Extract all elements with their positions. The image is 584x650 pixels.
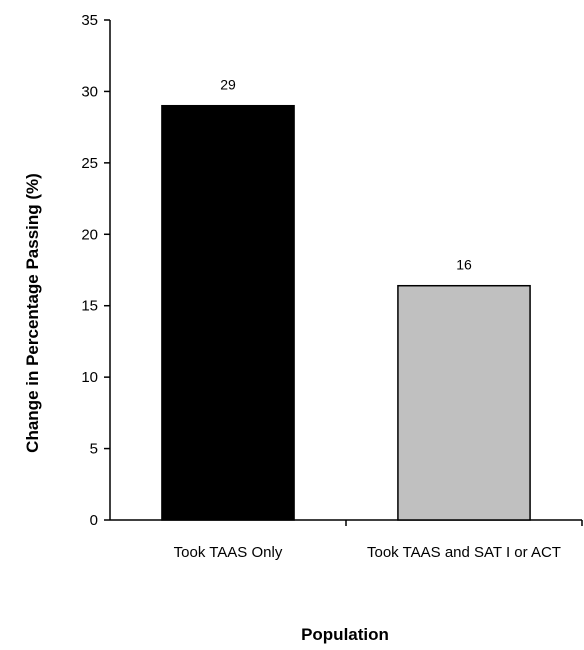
bar xyxy=(397,284,531,521)
x-category-label: Took TAAS Only xyxy=(174,544,283,561)
bar-value-label: 16 xyxy=(456,257,472,273)
y-tick-label: 0 xyxy=(90,512,98,529)
y-tick-label: 25 xyxy=(81,155,98,172)
y-axis-title: Change in Percentage Passing (%) xyxy=(23,173,42,453)
bar xyxy=(161,104,295,521)
x-category-label: Took TAAS and SAT I or ACT xyxy=(367,544,561,561)
y-tick-label: 10 xyxy=(81,369,98,386)
plot-area: 0 5 10 15 20 25 30 35 29 Took TAAS Only 16 Took TAA… xyxy=(81,12,583,561)
y-tick-label: 20 xyxy=(81,226,98,243)
y-tick-label: 30 xyxy=(81,83,98,100)
x-axis-title: Population xyxy=(301,625,389,644)
y-tick-label: 15 xyxy=(81,298,98,315)
y-tick-label: 5 xyxy=(90,441,98,458)
bar-value-label: 29 xyxy=(220,77,236,93)
y-tick-label: 35 xyxy=(81,12,98,29)
